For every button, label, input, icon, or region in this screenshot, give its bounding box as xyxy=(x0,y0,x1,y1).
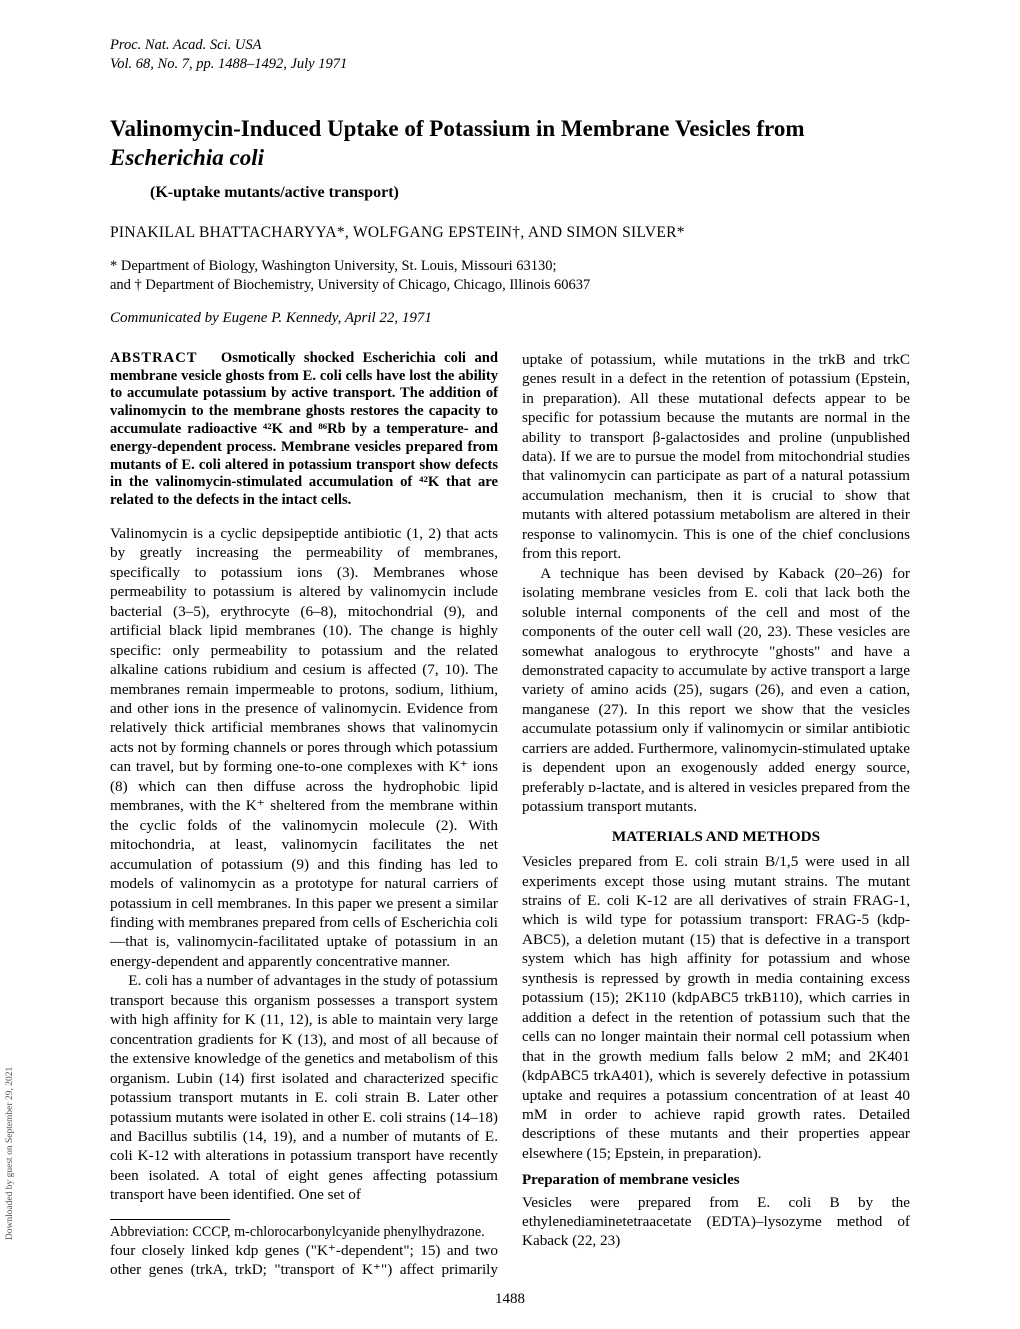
title-species: Escherichia coli xyxy=(110,145,264,170)
footnote-rule xyxy=(110,1219,230,1220)
journal-issue: Vol. 68, No. 7, pp. 1488–1492, July 1971 xyxy=(110,55,910,74)
paragraph: Valinomycin is a cyclic depsipeptide ant… xyxy=(110,524,498,971)
body-columns: ABSTRACTOsmotically shocked Escherichia … xyxy=(110,350,910,1280)
article-title: Valinomycin-Induced Uptake of Potassium … xyxy=(110,115,910,173)
article-subtitle: (K-uptake mutants/active transport) xyxy=(150,183,910,203)
abstract-label: ABSTRACT xyxy=(110,350,197,366)
abstract-text: Osmotically shocked Escherichia coli and… xyxy=(110,350,498,508)
footnote: Abbreviation: CCCP, m-chlorocarbonylcyan… xyxy=(110,1223,498,1241)
section-heading-methods: MATERIALS AND METHODS xyxy=(522,827,910,846)
abstract: ABSTRACTOsmotically shocked Escherichia … xyxy=(110,350,498,510)
communicated-by: Communicated by Eugene P. Kennedy, April… xyxy=(110,309,910,328)
page-number: 1488 xyxy=(110,1290,910,1309)
subsection-heading-prep: Preparation of membrane vesicles xyxy=(522,1171,910,1190)
journal-header: Proc. Nat. Acad. Sci. USA Vol. 68, No. 7… xyxy=(110,36,910,73)
journal-name: Proc. Nat. Acad. Sci. USA xyxy=(110,36,910,55)
paragraph: Vesicles were prepared from E. coli B by… xyxy=(522,1193,910,1251)
affiliations: * Department of Biology, Washington Univ… xyxy=(110,257,910,295)
title-text-pre: Valinomycin-Induced Uptake of Potassium … xyxy=(110,116,805,141)
paragraph: Vesicles prepared from E. coli strain B/… xyxy=(522,852,910,1163)
paragraph: A technique has been devised by Kaback (… xyxy=(522,564,910,817)
paragraph: E. coli has a number of advantages in th… xyxy=(110,971,498,1204)
download-note: Downloaded by guest on September 29, 202… xyxy=(4,1067,16,1240)
authors: PINAKILAL BHATTACHARYYA*, WOLFGANG EPSTE… xyxy=(110,223,910,243)
